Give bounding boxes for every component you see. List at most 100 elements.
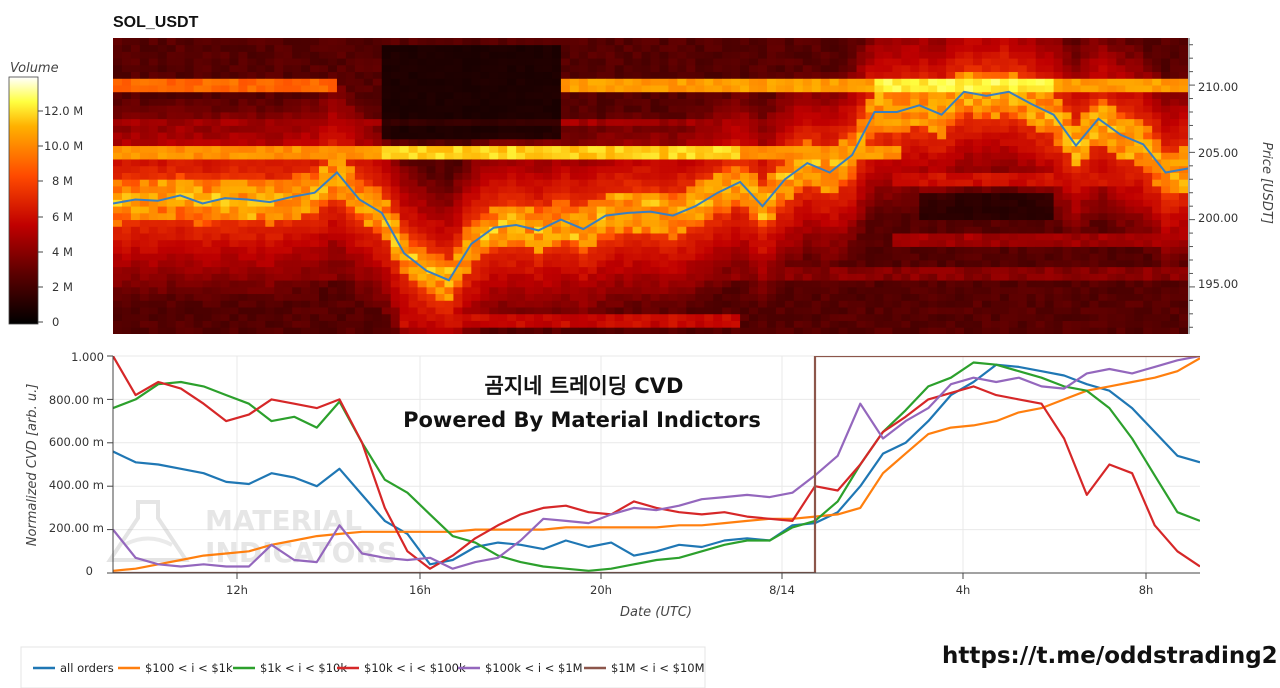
heatmap-cell — [274, 91, 284, 99]
heatmap-cell — [973, 233, 983, 241]
colorbar-tick-0: 0 — [52, 315, 59, 329]
heatmap-cell — [910, 118, 920, 126]
heatmap-cell — [399, 145, 410, 153]
heatmap-cell — [247, 38, 257, 46]
heatmap-cell — [480, 212, 490, 221]
heatmap-cell — [390, 246, 401, 254]
heatmap-cell — [614, 44, 625, 52]
heatmap-cell — [614, 192, 625, 200]
heatmap-cell — [999, 105, 1010, 113]
heatmap-cell — [354, 212, 365, 221]
heatmap-cell — [247, 226, 257, 234]
heatmap-cell — [220, 51, 230, 59]
heatmap-cell — [1089, 293, 1099, 301]
heatmap-cell — [399, 85, 410, 93]
heatmap-cell — [1026, 71, 1037, 79]
heatmap-cell — [345, 192, 356, 200]
heatmap-cell — [471, 112, 481, 120]
heatmap-cell — [130, 260, 141, 268]
heatmap-cell — [605, 112, 616, 120]
heatmap-cell — [148, 293, 159, 301]
heatmap-cell — [677, 165, 687, 173]
heatmap-cell — [328, 199, 338, 207]
heatmap-cell — [184, 38, 195, 46]
heatmap-cell — [999, 266, 1010, 274]
heatmap-cell — [534, 199, 544, 207]
heatmap-cell — [740, 44, 750, 52]
heatmap-cell — [372, 118, 383, 126]
heatmap-cell — [543, 138, 553, 147]
heatmap-cell — [354, 58, 365, 66]
heatmap-cell — [435, 138, 445, 147]
heatmap-cell — [426, 85, 436, 93]
heatmap-cell — [247, 78, 257, 86]
heatmap-cell — [569, 219, 580, 227]
heatmap-cell — [516, 192, 526, 200]
heatmap-cell — [292, 246, 302, 254]
heatmap-cell — [130, 105, 141, 113]
heatmap-cell — [1071, 105, 1081, 113]
heatmap-cell — [632, 192, 642, 200]
heatmap-cell — [157, 313, 168, 321]
heatmap-cell — [578, 307, 589, 315]
heatmap-cell — [587, 239, 598, 247]
heatmap-cell — [319, 266, 329, 274]
heatmap-cell — [345, 51, 356, 59]
heatmap-cell — [1053, 159, 1063, 167]
heatmap-cell — [614, 38, 625, 46]
heatmap-cell — [578, 212, 589, 221]
heatmap-cell — [113, 293, 123, 301]
heatmap-cell — [928, 206, 938, 214]
heatmap-cell — [973, 246, 983, 254]
heatmap-cell — [596, 246, 607, 254]
heatmap-cell — [981, 125, 992, 133]
heatmap-cell — [1026, 219, 1037, 227]
heatmap-cell — [892, 253, 902, 261]
heatmap-cell — [435, 212, 445, 221]
heatmap-cell — [650, 286, 660, 295]
heatmap-cell — [713, 125, 723, 133]
heatmap-cell — [166, 266, 177, 274]
heatmap-cell — [247, 91, 257, 99]
heatmap-cell — [1071, 192, 1081, 200]
heatmap-cell — [1107, 118, 1117, 126]
heatmap-cell — [883, 91, 893, 99]
heatmap-cell — [229, 246, 239, 254]
heatmap-cell — [390, 125, 401, 133]
heatmap-cell — [265, 179, 275, 187]
heatmap-cell — [1089, 132, 1099, 140]
heatmap-cell — [740, 58, 750, 66]
heatmap-cell — [184, 293, 195, 301]
heatmap-cell — [444, 233, 454, 241]
heatmap-cell — [1116, 118, 1126, 126]
heatmap-cell — [1026, 125, 1037, 133]
heatmap-cell — [489, 219, 499, 227]
heatmap-cell — [1080, 260, 1090, 268]
heatmap-cell — [408, 172, 418, 180]
heatmap-cell — [722, 112, 732, 120]
heatmap-cell — [578, 266, 589, 274]
heatmap-cell — [569, 51, 580, 59]
heatmap-cell — [560, 64, 571, 73]
heatmap-cell — [1062, 165, 1072, 173]
heatmap-cell — [659, 300, 669, 308]
heatmap-cell — [175, 307, 186, 315]
heatmap-cell — [605, 186, 616, 194]
heatmap-cell — [731, 172, 741, 180]
heatmap-cell — [534, 266, 544, 274]
heatmap-cell — [247, 186, 257, 194]
heatmap-cell — [775, 172, 786, 180]
heatmap-cell — [319, 233, 329, 241]
heatmap-cell — [283, 58, 293, 66]
heatmap-cell — [193, 38, 203, 46]
heatmap-cell — [166, 192, 177, 200]
heatmap-cell — [713, 313, 723, 321]
heatmap-cell — [981, 38, 992, 46]
heatmap-cell — [345, 152, 356, 160]
heatmap-cell — [426, 186, 436, 194]
heatmap-cell — [722, 186, 732, 194]
heatmap-cell — [740, 179, 750, 187]
heatmap-cell — [820, 226, 831, 234]
heatmap-cell — [1116, 98, 1126, 106]
heatmap-cell — [256, 273, 266, 281]
